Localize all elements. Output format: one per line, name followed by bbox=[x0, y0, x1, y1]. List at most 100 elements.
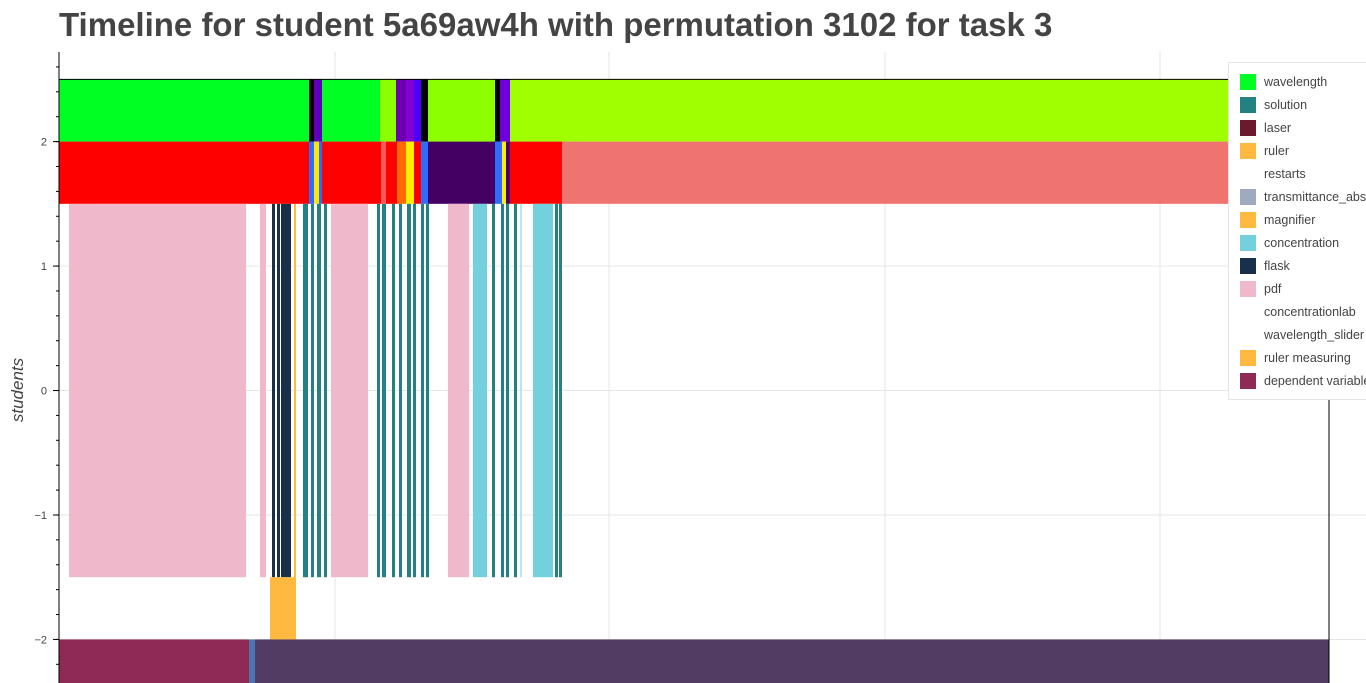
timeline-bar-middle bbox=[294, 203, 296, 578]
timeline-bar-bottom bbox=[249, 639, 255, 683]
timeline-bar-ruler bbox=[270, 577, 296, 640]
legend-label: wavelength bbox=[1264, 74, 1328, 89]
timeline-bar-middle bbox=[520, 203, 522, 578]
timeline-bar-middle bbox=[331, 203, 368, 578]
timeline-bar-middle bbox=[473, 203, 487, 578]
legend-item: solution bbox=[1240, 96, 1307, 113]
timeline-bar-middle bbox=[533, 203, 553, 578]
timeline-bar-top bbox=[495, 79, 500, 142]
legend-swatch bbox=[1240, 257, 1256, 274]
timeline-bar-second bbox=[421, 141, 428, 204]
timeline-bar-middle bbox=[303, 203, 308, 578]
timeline-bar-middle bbox=[559, 203, 562, 578]
legend-swatch bbox=[1240, 142, 1256, 159]
legend-swatch bbox=[1240, 372, 1256, 389]
timeline-bar-middle bbox=[501, 203, 504, 578]
timeline-bar-middle bbox=[277, 203, 280, 578]
timeline-bar-second bbox=[414, 141, 421, 204]
timeline-bar-middle bbox=[260, 203, 266, 578]
legend-item: dependent variable bbox=[1240, 372, 1366, 389]
timeline-bar-second bbox=[386, 141, 397, 204]
legend-swatch bbox=[1240, 349, 1256, 366]
timeline-bar-top bbox=[406, 79, 414, 142]
y-tick-label: 0 bbox=[41, 386, 47, 398]
legend-label: concentrationlab bbox=[1264, 304, 1356, 319]
legend-swatch bbox=[1240, 326, 1256, 343]
legend-item: ruler measuring bbox=[1240, 349, 1351, 366]
timeline-bar-middle bbox=[506, 203, 509, 578]
timeline-bar-second bbox=[510, 141, 562, 204]
legend-swatch bbox=[1240, 280, 1256, 297]
timeline-bar-middle bbox=[448, 203, 469, 578]
legend-item: transmittance_absorbance bbox=[1240, 188, 1366, 205]
legend-label: restarts bbox=[1264, 166, 1306, 181]
timeline-bar-top bbox=[414, 79, 421, 142]
timeline-bar-middle bbox=[382, 203, 386, 578]
legend-item: concentrationlab bbox=[1240, 303, 1356, 320]
timeline-bar-second bbox=[319, 141, 322, 204]
timeline-bar-top bbox=[380, 79, 396, 142]
timeline-bar-middle bbox=[69, 203, 246, 578]
timeline-bar-middle bbox=[281, 203, 291, 578]
timeline-bar-bottom bbox=[255, 639, 1329, 683]
timeline-bar-middle bbox=[317, 203, 321, 578]
legend-item: pdf bbox=[1240, 280, 1281, 297]
timeline-bar-second bbox=[381, 141, 386, 204]
y-axis: 2 1 0 −1 −2 bbox=[34, 52, 60, 683]
timeline-bar-top bbox=[309, 79, 314, 142]
y-tick-label: −2 bbox=[34, 634, 47, 646]
legend-label: magnifier bbox=[1264, 212, 1316, 227]
timeline-bar-middle bbox=[272, 203, 275, 578]
timeline-bar-top bbox=[510, 79, 1329, 142]
timeline-bar-second bbox=[495, 141, 502, 204]
timeline-bar-second bbox=[322, 141, 381, 204]
legend-swatch bbox=[1240, 96, 1256, 113]
legend-item: concentration bbox=[1240, 234, 1339, 251]
legend-swatch bbox=[1240, 234, 1256, 251]
timeline-bar-top bbox=[428, 79, 495, 142]
timeline-bar-middle bbox=[514, 203, 517, 578]
timeline-bar-middle bbox=[421, 203, 424, 578]
timeline-bars bbox=[59, 78, 1330, 683]
legend: wavelength solution laser ruler restarts tran… bbox=[1228, 62, 1366, 400]
timeline-bar-second bbox=[502, 141, 506, 204]
legend-swatch bbox=[1240, 73, 1256, 90]
chart-title: Timeline for student 5a69aw4h with permu… bbox=[59, 6, 1053, 43]
timeline-bar-middle bbox=[377, 203, 380, 578]
timeline-bar-middle bbox=[392, 203, 395, 578]
timeline-bar-middle bbox=[407, 203, 411, 578]
timeline-bar-top bbox=[500, 79, 510, 142]
timeline-bar-middle bbox=[311, 203, 314, 578]
legend-label: wavelength_slider bbox=[1264, 327, 1365, 342]
timeline-bar-middle bbox=[399, 203, 402, 578]
y-axis-label: students bbox=[8, 357, 27, 422]
y-tick-label: −1 bbox=[34, 510, 47, 522]
timeline-bar-second bbox=[309, 141, 314, 204]
timeline-bar-top bbox=[396, 79, 406, 142]
legend-swatch bbox=[1240, 211, 1256, 228]
legend-label: laser bbox=[1264, 120, 1292, 135]
legend-label: solution bbox=[1264, 97, 1308, 112]
timeline-bar-second bbox=[506, 141, 510, 204]
legend-label: ruler bbox=[1264, 143, 1290, 158]
timeline-bar-second bbox=[397, 141, 406, 204]
legend-swatch bbox=[1240, 165, 1256, 182]
legend-swatch bbox=[1240, 188, 1256, 205]
legend-swatch bbox=[1240, 119, 1256, 136]
timeline-bar-top bbox=[59, 79, 309, 142]
timeline-bar-second bbox=[314, 141, 319, 204]
timeline-bar-top bbox=[314, 79, 322, 142]
legend-item: magnifier bbox=[1240, 211, 1315, 228]
timeline-bar-top bbox=[322, 79, 380, 142]
legend-item: wavelength_slider bbox=[1240, 326, 1364, 343]
legend-item: restarts bbox=[1240, 165, 1306, 182]
legend-item: ruler bbox=[1240, 142, 1289, 159]
y-tick-label: 2 bbox=[41, 137, 47, 149]
legend-label: concentration bbox=[1264, 235, 1340, 250]
legend-item: wavelength bbox=[1240, 73, 1327, 90]
legend-label: ruler measuring bbox=[1264, 350, 1351, 365]
timeline-bar-second bbox=[428, 141, 495, 204]
legend-label: pdf bbox=[1264, 281, 1282, 296]
legend-label: dependent variable bbox=[1264, 373, 1366, 388]
